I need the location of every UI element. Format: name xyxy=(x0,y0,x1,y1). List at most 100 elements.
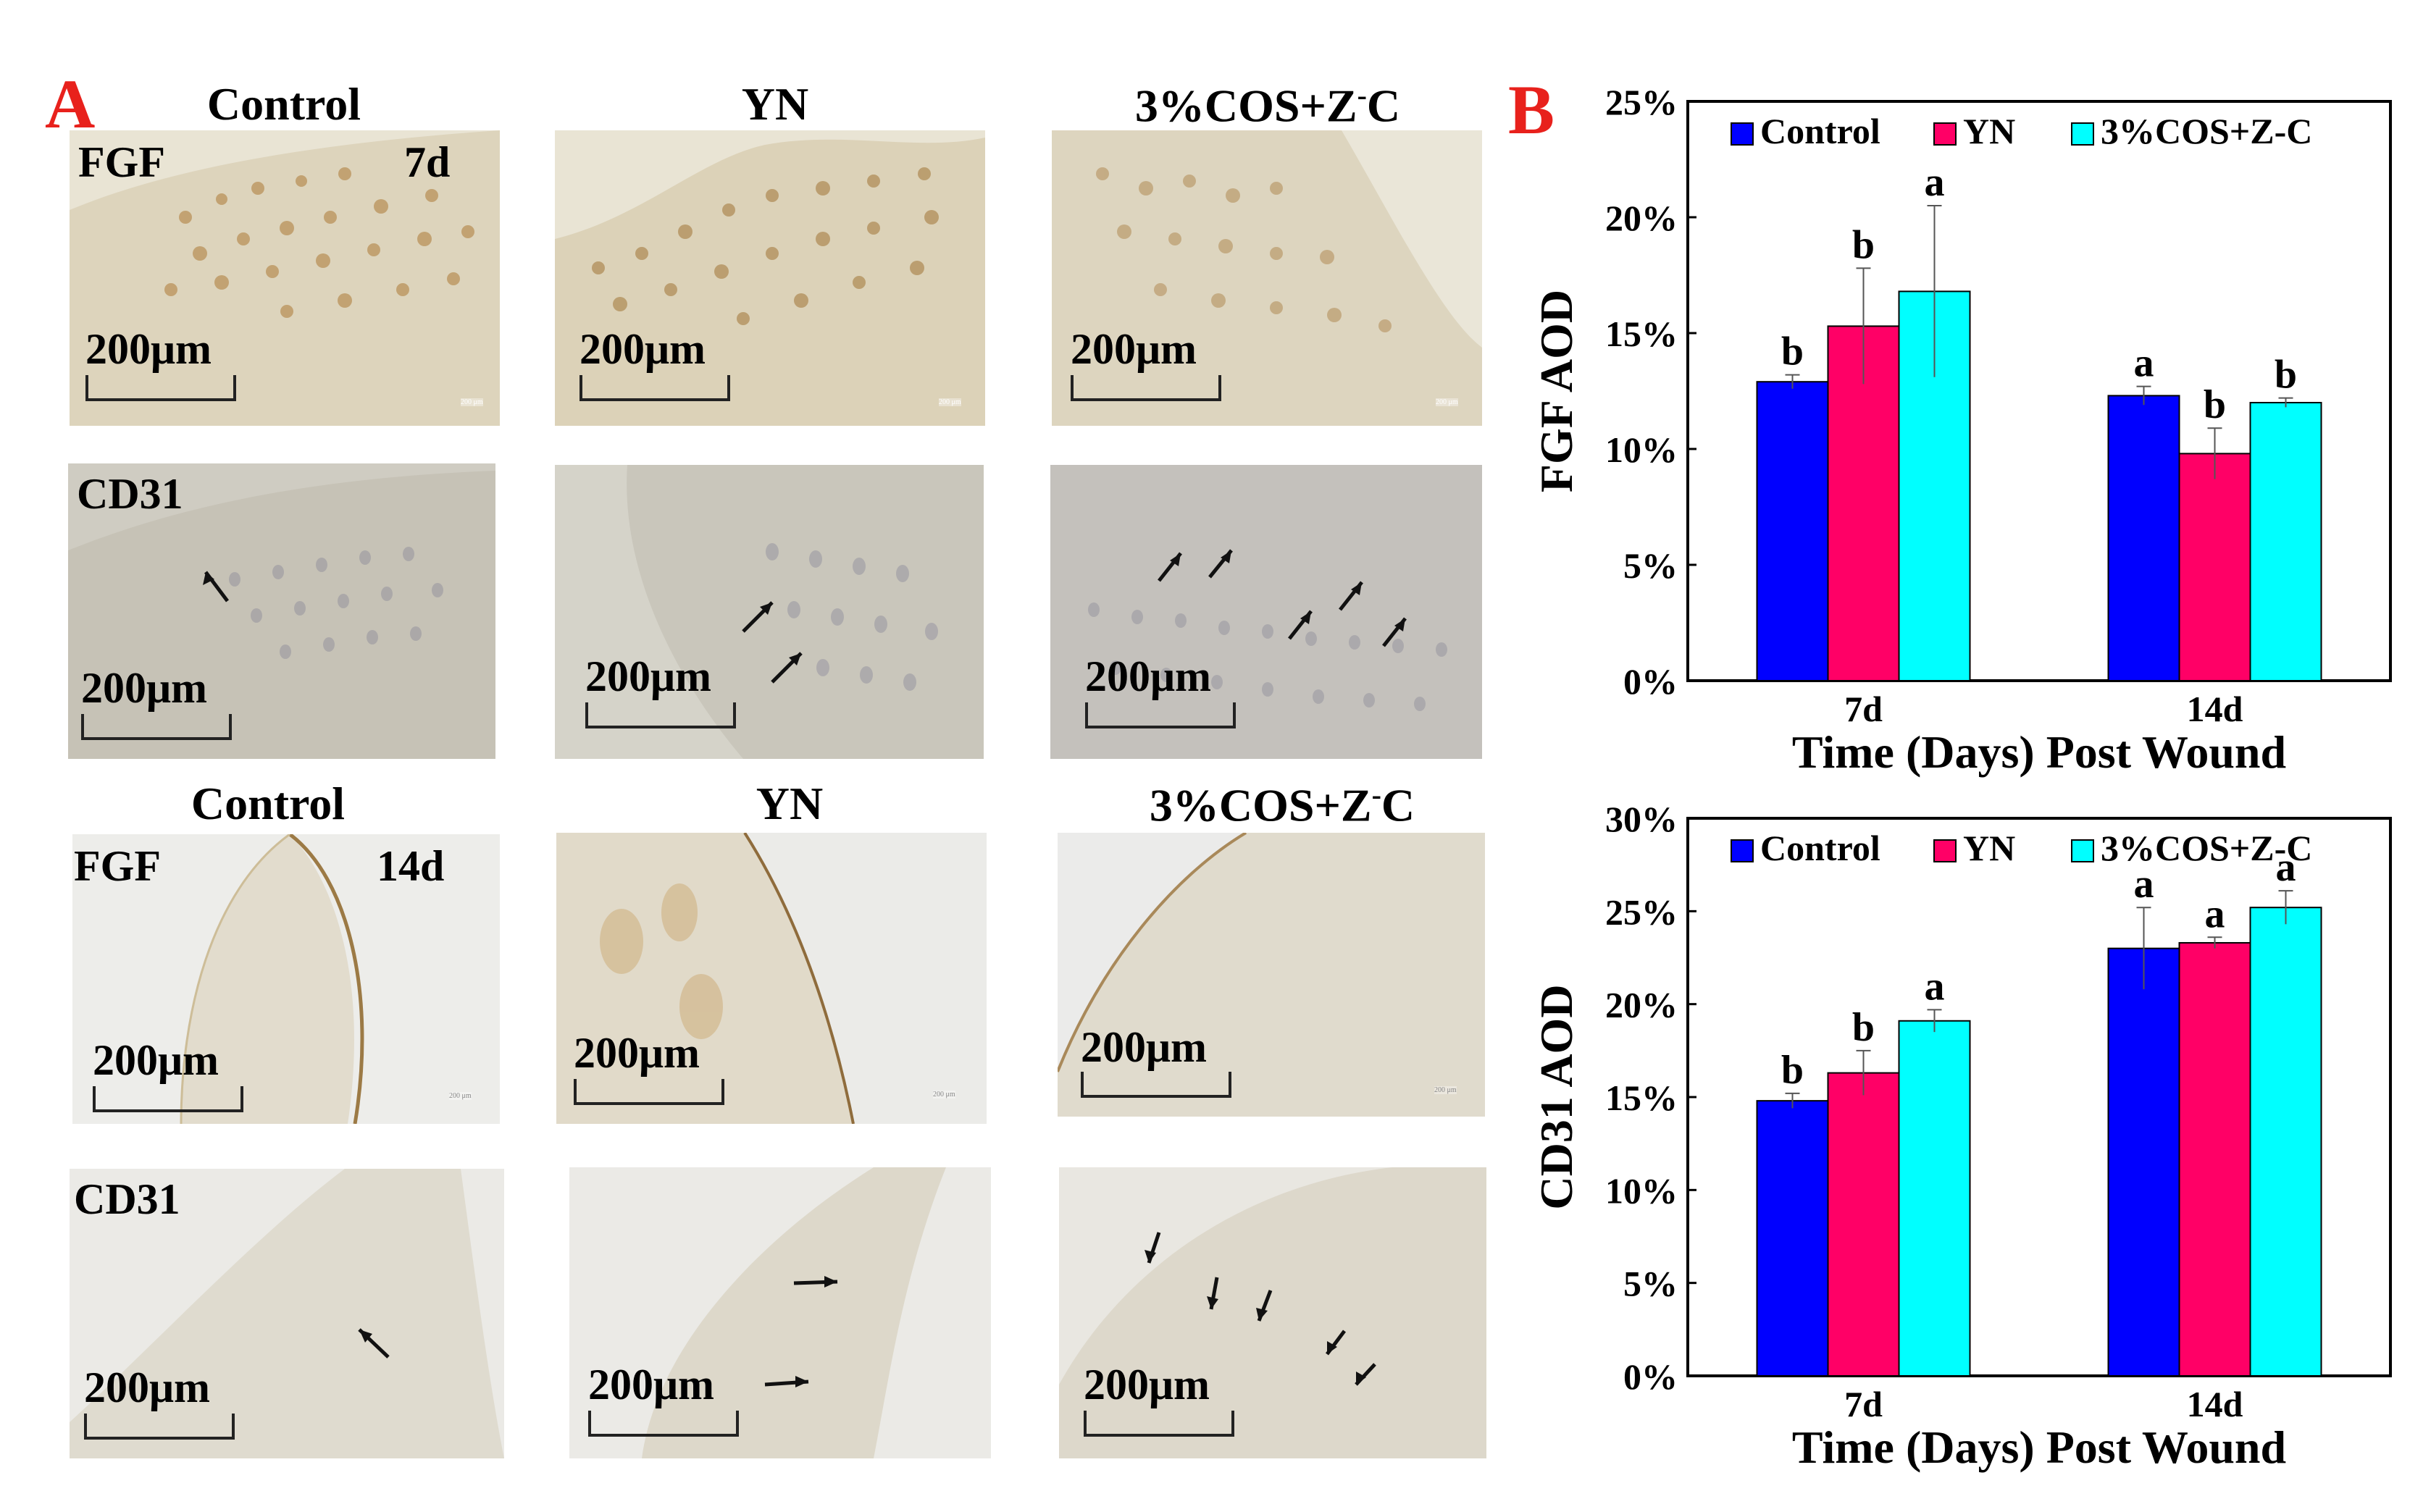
bar-control-7d xyxy=(1756,381,1829,681)
bar-control-7d xyxy=(1756,1100,1829,1377)
panel-a-letter: A xyxy=(45,65,96,143)
scale-bar xyxy=(85,375,236,401)
significance-letter: a xyxy=(2276,845,2296,890)
bar-3-cos-z-c-14d xyxy=(2249,907,2322,1377)
scale-label: 200μm xyxy=(588,1361,714,1408)
scale-label: 200μm xyxy=(574,1029,700,1077)
significance-letter: a xyxy=(2205,891,2225,936)
x-tick-label: 7d xyxy=(1844,689,1883,729)
y-tick-label: 10% xyxy=(1605,429,1678,470)
significance-letter: b xyxy=(2275,353,2297,398)
scale-label: 200μm xyxy=(1085,652,1211,700)
x-axis-label: Time (Days) Post Wound xyxy=(1792,1421,2286,1473)
scale-bar xyxy=(1071,375,1221,401)
scale-label: 200μm xyxy=(579,325,706,373)
legend-label: Control xyxy=(1760,828,1880,868)
y-tick-label: 20% xyxy=(1605,198,1678,238)
significance-letter: a xyxy=(2134,341,2154,386)
tiny-scale-label: 200 μm xyxy=(1434,1086,1457,1094)
x-tick-label: 14d xyxy=(2187,1384,2243,1424)
scale-label: 200μm xyxy=(1084,1361,1210,1408)
y-tick-label: 5% xyxy=(1623,545,1678,586)
y-tick-label: 25% xyxy=(1605,891,1678,932)
group-title-control-bottom: Control xyxy=(191,778,346,829)
scale-label: 200μm xyxy=(1081,1023,1207,1071)
significance-letter: a xyxy=(1925,964,1945,1009)
scale-label: 200μm xyxy=(85,325,212,373)
micrograph-fgf-14d-control: FGF 14d 200μm 200 μm xyxy=(72,834,500,1124)
day-label-14d: 14d xyxy=(377,842,445,890)
y-tick-label: 20% xyxy=(1605,985,1678,1025)
significance-letter: b xyxy=(2204,382,2226,427)
scale-bar xyxy=(1084,1411,1234,1437)
plot-frame xyxy=(1686,100,2392,682)
tiny-scale-label: 200 μm xyxy=(461,398,483,406)
micrograph-cd31-7d-control: CD31 200μm xyxy=(68,463,495,759)
stain-label-fgf: FGF xyxy=(74,842,161,890)
bar-yn-7d xyxy=(1827,1072,1900,1377)
scale-bar xyxy=(585,702,736,728)
stain-label-fgf: FGF xyxy=(78,138,165,186)
group-title-cos-top: 3%COS+Z-C xyxy=(1134,79,1401,132)
bar-yn-14d xyxy=(2178,941,2251,1377)
scale-label: 200μm xyxy=(585,652,711,700)
significance-letter: b xyxy=(1852,222,1875,267)
group-title-cos-bottom: 3%COS+Z-C xyxy=(1149,778,1415,831)
group-title-control-top: Control xyxy=(206,78,361,130)
significance-letter: b xyxy=(1781,1048,1804,1093)
y-tick-label: 0% xyxy=(1623,661,1678,702)
group-title-yn-bottom: YN xyxy=(756,778,824,829)
micrograph-cd31-14d-control: CD31 200μm xyxy=(70,1169,504,1458)
legend-label: YN xyxy=(1963,111,2015,151)
scale-bar xyxy=(588,1411,739,1437)
scale-label: 200μm xyxy=(93,1036,219,1084)
micrograph-fgf-14d-yn: 200μm 200 μm xyxy=(556,833,987,1124)
scale-bar xyxy=(81,714,232,740)
micrograph-cd31-7d-yn: 200μm xyxy=(555,465,984,759)
stain-label-cd31: CD31 xyxy=(74,1175,180,1223)
tiny-scale-label: 200 μm xyxy=(939,398,961,406)
legend-label: YN xyxy=(1963,828,2015,868)
y-tick-label: 25% xyxy=(1605,82,1678,122)
significance-letter: b xyxy=(1781,329,1804,374)
legend-swatch xyxy=(1731,122,1754,146)
y-tick-label: 5% xyxy=(1623,1264,1678,1304)
chart-cd31-aod: 0% 5% 10% 15% 20% 25% 30% CD31 AOD b b a 7d a a a 14dTi… xyxy=(1531,799,2392,1473)
panel-b-letter: B xyxy=(1508,71,1555,148)
legend-swatch xyxy=(1731,839,1754,862)
scale-bar xyxy=(1085,702,1236,728)
bar-3-cos-z-c-7d xyxy=(1898,1020,1971,1377)
scale-bar xyxy=(579,375,730,401)
stain-label-cd31: CD31 xyxy=(77,470,183,518)
scale-bar xyxy=(93,1086,243,1112)
legend-swatch xyxy=(1933,839,1957,862)
x-tick-label: 14d xyxy=(2187,689,2243,729)
legend-label: Control xyxy=(1760,111,1880,151)
scale-label: 200μm xyxy=(84,1364,210,1411)
micrograph-fgf-14d-cos: 200μm 200 μm xyxy=(1058,833,1485,1117)
legend-swatch xyxy=(2071,839,2094,862)
legend-swatch xyxy=(2071,122,2094,146)
bar-control-14d xyxy=(2107,947,2180,1377)
micrograph-fgf-7d-yn: 200μm 200 μm xyxy=(555,130,985,426)
significance-letter: a xyxy=(1925,160,1945,205)
y-tick-label: 0% xyxy=(1623,1356,1678,1397)
bar-control-14d xyxy=(2107,395,2180,681)
x-axis-label: Time (Days) Post Wound xyxy=(1792,726,2286,778)
micrograph-cd31-14d-cos: 200μm xyxy=(1059,1167,1486,1458)
tiny-scale-label: 200 μm xyxy=(449,1092,472,1100)
x-tick-label: 7d xyxy=(1844,1384,1883,1424)
y-tick-label: 15% xyxy=(1605,314,1678,354)
scale-label: 200μm xyxy=(81,664,207,712)
y-tick-label: 10% xyxy=(1605,1170,1678,1211)
micrograph-cd31-14d-yn: 200μm xyxy=(569,1167,991,1458)
tiny-scale-label: 200 μm xyxy=(933,1091,955,1099)
micrograph-fgf-7d-control: FGF 7d 200μm 200 μm xyxy=(70,130,500,426)
legend-label: 3%COS+Z-C xyxy=(2101,828,2312,868)
legend-swatch xyxy=(1933,122,1957,146)
scale-label: 200μm xyxy=(1071,325,1197,373)
bar-yn-14d xyxy=(2178,453,2251,682)
y-tick-label: 30% xyxy=(1605,799,1678,839)
significance-letter: b xyxy=(1852,1005,1875,1050)
